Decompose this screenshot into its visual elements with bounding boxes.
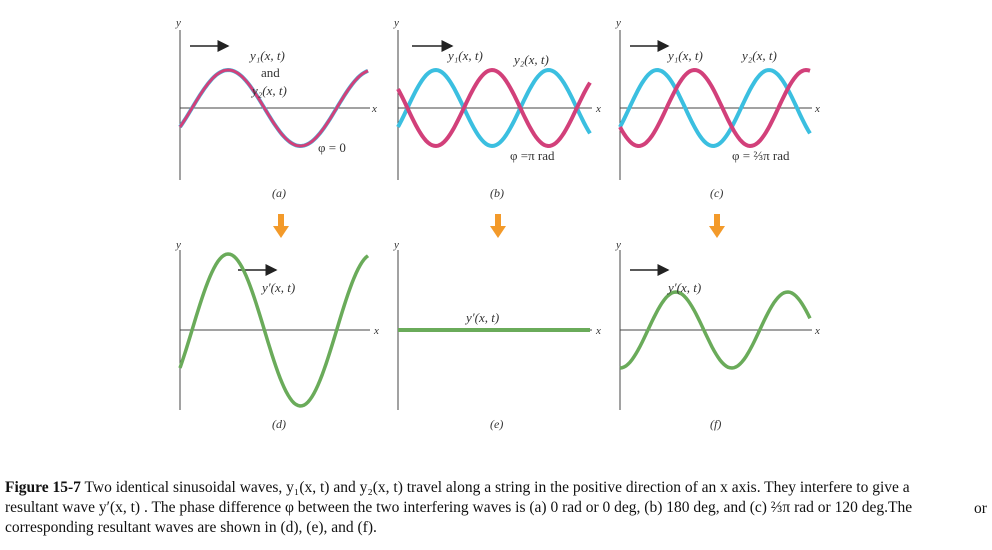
y-axis-label: y [175,17,181,29]
caption-title: Figure 15-7 [5,479,81,496]
figure-15-7: y x y₁(x, t) and y₂(x, t) φ = 0 (a) y x … [175,17,820,431]
down-arrow-c [709,214,725,238]
label-y2: y₂(x, t) [250,83,287,98]
phase-label: φ =π rad [510,148,555,163]
wave-y2-curve [618,67,811,149]
down-arrow-a [273,214,289,238]
panel-b: y x y₁(x, t) y₂(x, t) φ =π rad (b) [393,17,601,200]
panel-a: y x y₁(x, t) and y₂(x, t) φ = 0 (a) [175,17,377,200]
y-axis-label: y [615,17,621,29]
phase-label: φ = 0 [318,140,346,155]
x-axis-label: x [373,325,379,337]
label-and: and [261,65,280,80]
label-y1: y₁(x, t) [446,48,483,63]
label-y2: y₂(x, t) [740,48,777,63]
y-axis-label: y [175,239,181,251]
phase-label: φ = ⅔π rad [732,148,790,163]
x-axis-label: x [595,325,601,337]
panel-letter: (d) [272,417,286,431]
caption-overflow-text: or [974,500,987,517]
x-axis-label: x [814,103,820,115]
y-axis-label: y [393,239,399,251]
caption-text: Two identical sinusoidal waves, y₁(x, t)… [5,479,913,536]
wave-y2-curve [178,68,369,148]
label-y1: y₁(x, t) [666,48,703,63]
panel-letter: (b) [490,186,504,200]
resultant-wave-curve [619,290,812,370]
x-axis-label: x [814,325,820,337]
label-y1: y₁(x, t) [248,48,285,63]
label-yprime: y′(x, t) [260,280,295,295]
y-axis-label: y [615,239,621,251]
label-yprime: y′(x, t) [464,310,499,325]
panel-c: y x y₁(x, t) y₂(x, t) φ = ⅔π rad (c) [615,17,820,200]
x-axis-label: x [595,103,601,115]
wave-y1-curve [618,67,812,149]
panel-letter: (c) [710,186,723,200]
figure-caption: Figure 15-7 Two identical sinusoidal wav… [5,478,945,538]
label-yprime: y′(x, t) [666,280,701,295]
panel-letter: (f) [710,417,721,431]
panel-letter: (a) [272,186,286,200]
x-axis-label: x [371,103,377,115]
resultant-wave-curve [178,252,370,408]
down-arrow-b [490,214,506,238]
wave-y1-curve [396,67,592,149]
panel-e: y x y′(x, t) (e) [393,239,601,431]
label-y2: y₂(x, t) [512,52,549,67]
y-axis-label: y [393,17,399,29]
panel-f: y x y′(x, t) (f) [615,239,820,431]
panel-d: y x y′(x, t) (d) [175,239,379,431]
panel-letter: (e) [490,417,503,431]
wave-y2-curve [396,67,592,149]
